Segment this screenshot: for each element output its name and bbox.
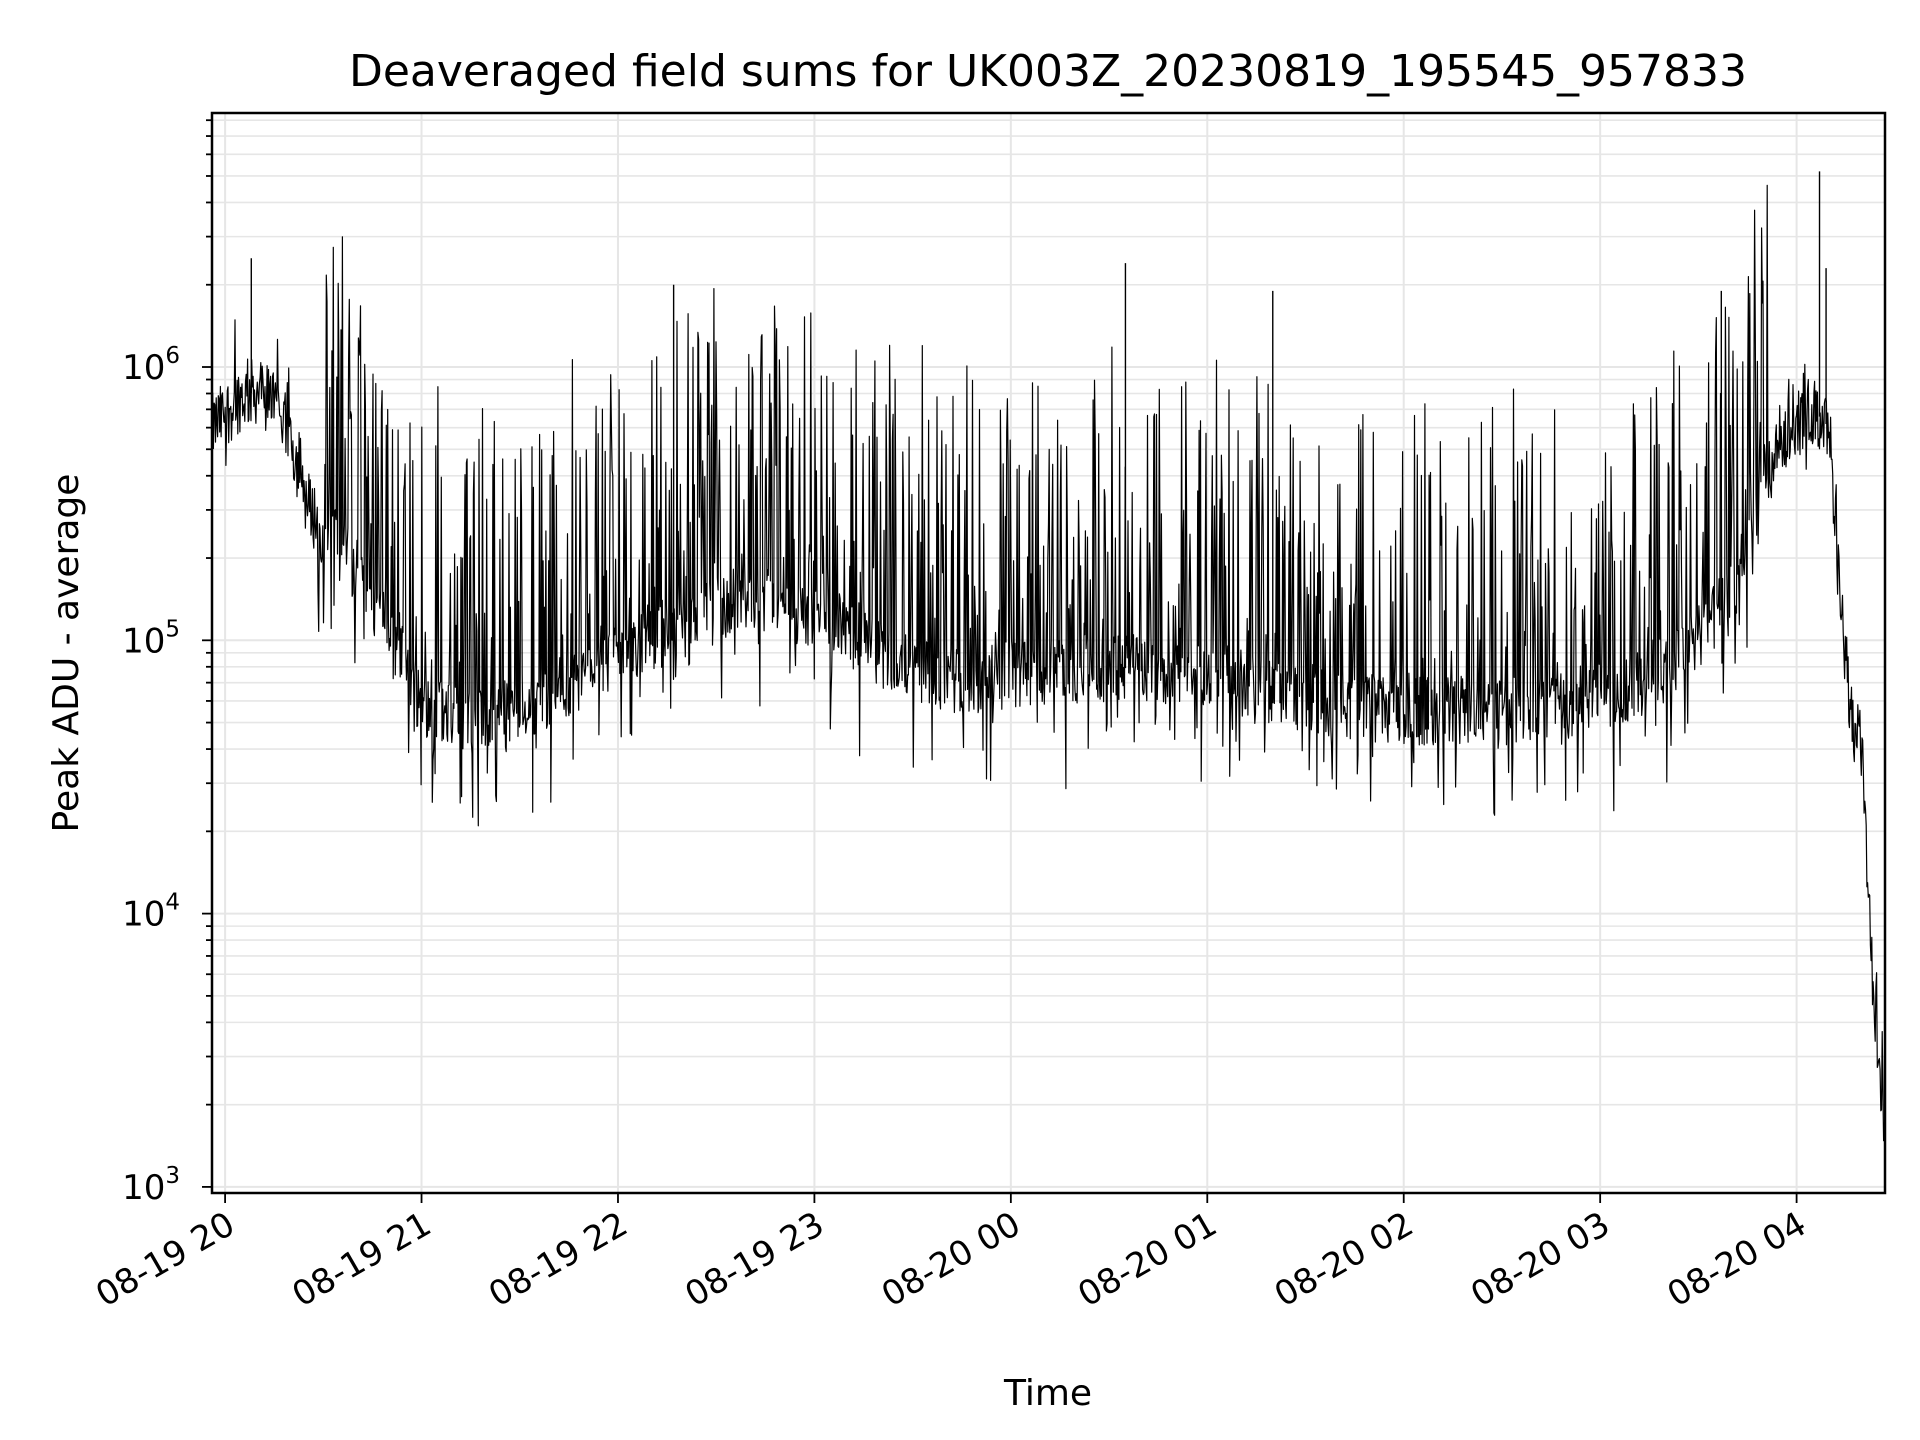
- y-tick-label: 104: [122, 890, 180, 935]
- x-tick-label: 08-20 02: [1268, 1204, 1420, 1315]
- grid-lines: [212, 113, 1885, 1193]
- series-path: [211, 184, 1886, 1142]
- y-tick-label: 105: [122, 616, 180, 661]
- y-tick-label: 106: [122, 343, 180, 388]
- y-tick-label: 103: [122, 1163, 180, 1208]
- x-tick-label: 08-19 20: [89, 1204, 241, 1315]
- axis-ticks: 103 104 105 106 08-19 20 08-19 21 08-19 22 08-1…: [89, 119, 1813, 1315]
- y-axis-label: Peak ADU - average: [46, 474, 87, 833]
- x-axis-label: Time: [1003, 1373, 1092, 1414]
- x-tick-label: 08-19 23: [679, 1204, 831, 1315]
- x-tick-label: 08-19 22: [482, 1204, 634, 1315]
- series-line: [211, 171, 1886, 1142]
- x-tick-label: 08-19 21: [286, 1204, 438, 1315]
- x-tick-label: 08-20 04: [1661, 1204, 1813, 1315]
- chart-title: Deaveraged field sums for UK003Z_2023081…: [349, 46, 1747, 97]
- x-tick-label: 08-20 03: [1464, 1204, 1616, 1315]
- x-tick-label: 08-20 01: [1071, 1204, 1223, 1315]
- x-tick-label: 08-20 00: [875, 1204, 1027, 1315]
